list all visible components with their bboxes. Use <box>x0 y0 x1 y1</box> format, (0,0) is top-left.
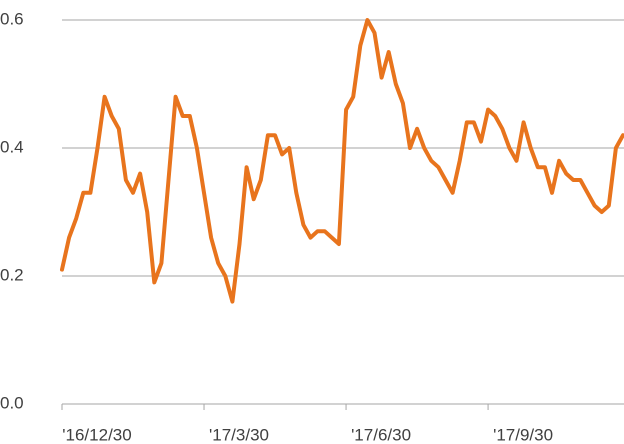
y-tick-label: 0.6 <box>0 9 24 28</box>
y-tick-label: 0.2 <box>0 265 24 284</box>
y-tick-label: 0.0 <box>0 393 24 412</box>
y-tick-label: 0.4 <box>0 137 24 156</box>
series-line <box>60 18 624 304</box>
x-tick-label: '17/6/30 <box>351 425 411 444</box>
x-tick-label: '16/12/30 <box>62 425 131 444</box>
x-tick-label: '17/3/30 <box>209 425 269 444</box>
x-tick-label: '17/9/30 <box>493 425 553 444</box>
